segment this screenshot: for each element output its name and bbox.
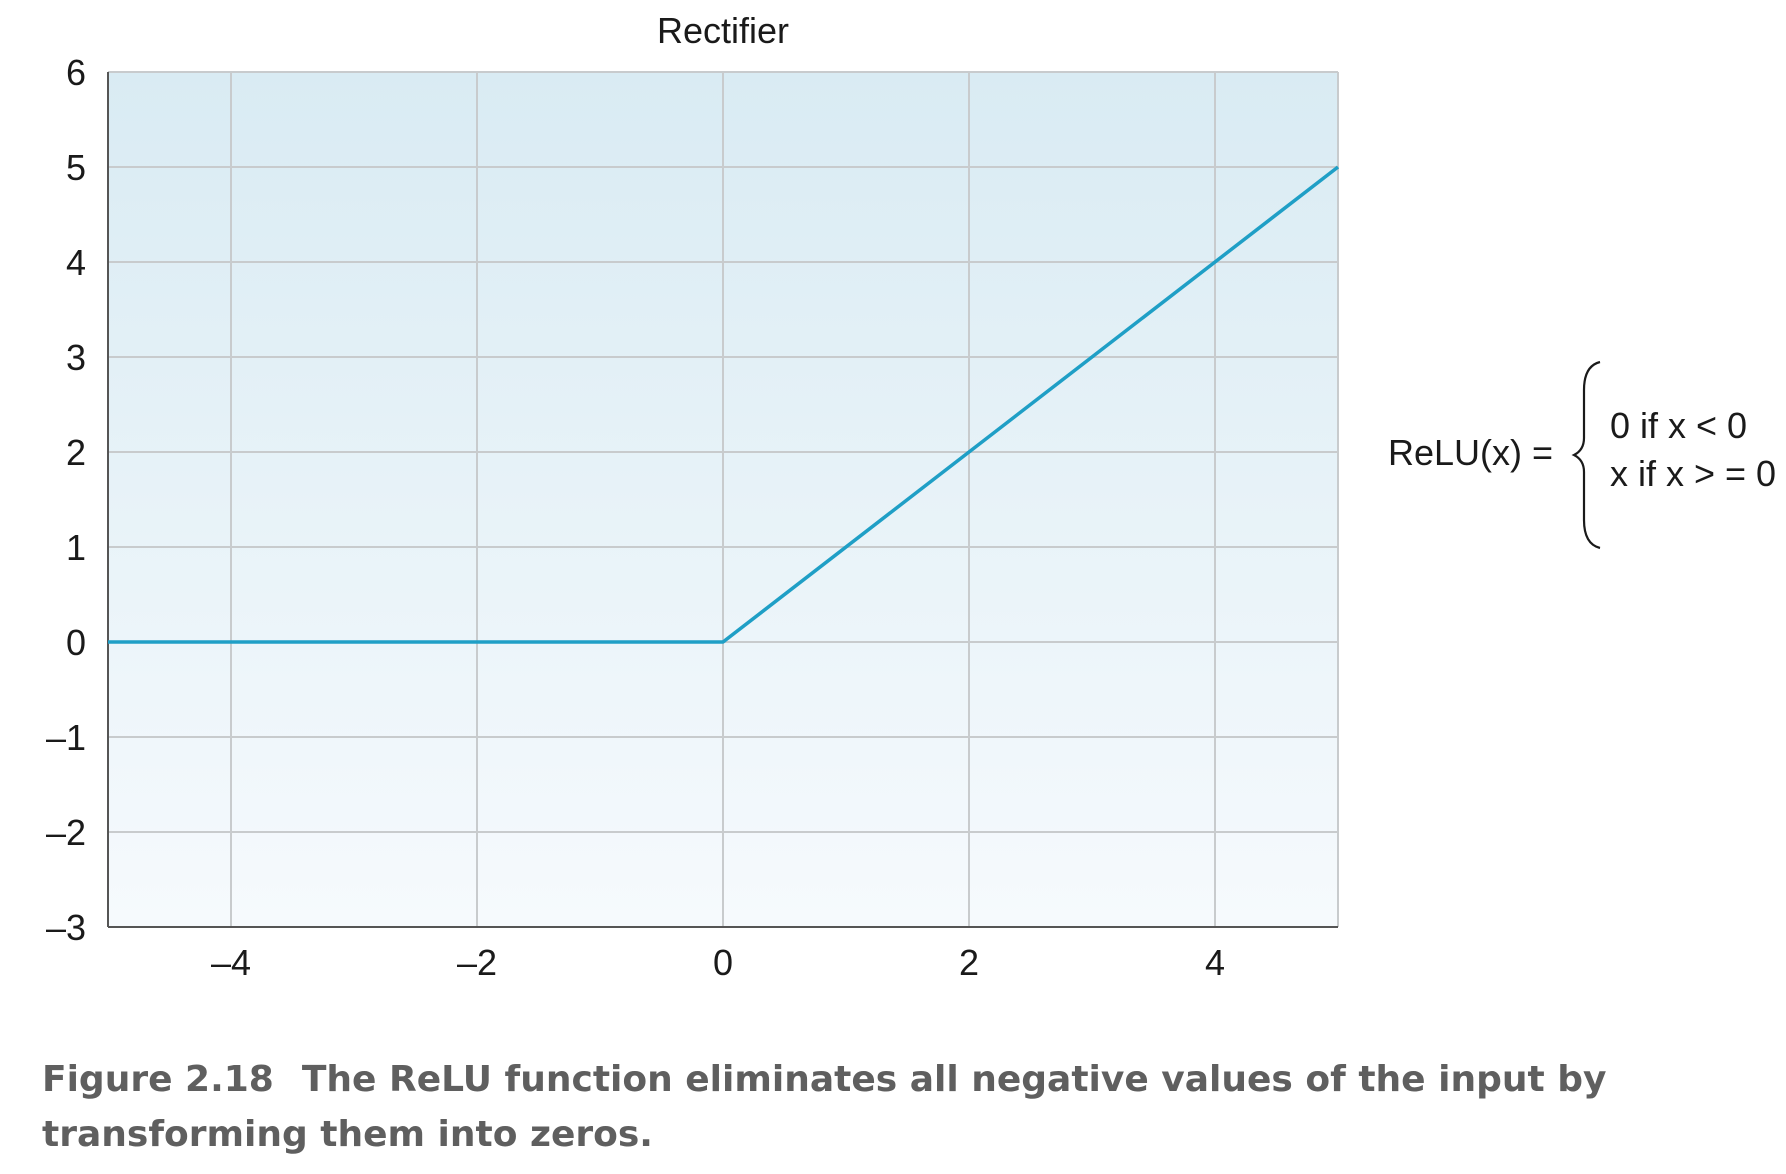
caption-label: Figure 2.18: [42, 1059, 274, 1100]
y-tick-label: 2: [66, 432, 86, 473]
relu-formula: ReLU(x) = 0 if x < 0 x if x > = 0: [1388, 360, 1786, 550]
figure-caption: Figure 2.18 The ReLU function eliminates …: [42, 1052, 1772, 1162]
y-tick-label: –3: [46, 907, 86, 948]
relu-line: [108, 165, 1340, 644]
relu-chart: –4 –2 0 2 4 –3 –2 –1 0 1 2 3 4 5 6 Rectifier: [46, 10, 1340, 983]
y-tick-label: 6: [66, 52, 86, 93]
caption-text: The ReLU function eliminates all negativ…: [42, 1059, 1607, 1155]
x-tick-label: –4: [211, 942, 251, 983]
brace-icon: [1571, 360, 1601, 550]
series: [108, 165, 1340, 644]
formula-case-negative: 0 if x < 0: [1610, 405, 1748, 446]
y-tick-label: 1: [66, 527, 86, 568]
formula-lhs: ReLU(x) =: [1388, 432, 1554, 473]
x-tick-label: –2: [457, 942, 497, 983]
x-tick-label: 0: [713, 942, 733, 983]
y-tick-label: 4: [66, 242, 86, 283]
x-tick-label: 2: [959, 942, 979, 983]
y-tick-label: –1: [46, 717, 86, 758]
y-tick-label: –2: [46, 812, 86, 853]
axes: [107, 71, 1339, 928]
chart-title: Rectifier: [657, 10, 789, 51]
y-tick-label: 3: [66, 337, 86, 378]
x-tick-label: 4: [1205, 942, 1225, 983]
formula-case-nonnegative: x if x > = 0: [1610, 453, 1777, 494]
y-tick-label: 0: [66, 622, 86, 663]
tick-labels: –4 –2 0 2 4 –3 –2 –1 0 1 2 3 4 5 6: [46, 52, 1225, 983]
y-tick-label: 5: [66, 147, 86, 188]
